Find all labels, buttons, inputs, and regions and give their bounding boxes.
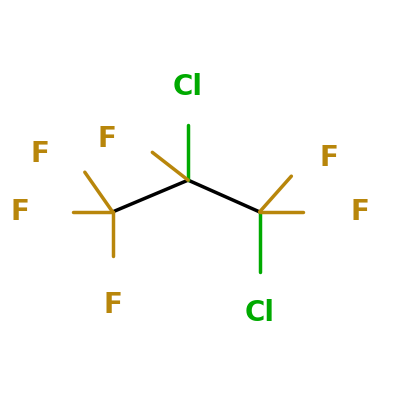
Text: F: F: [10, 198, 29, 226]
Text: F: F: [30, 140, 49, 168]
Text: F: F: [319, 144, 338, 172]
Text: F: F: [103, 291, 122, 319]
Text: F: F: [98, 124, 116, 152]
Text: F: F: [351, 198, 370, 226]
Text: Cl: Cl: [244, 299, 274, 327]
Text: Cl: Cl: [173, 73, 203, 101]
